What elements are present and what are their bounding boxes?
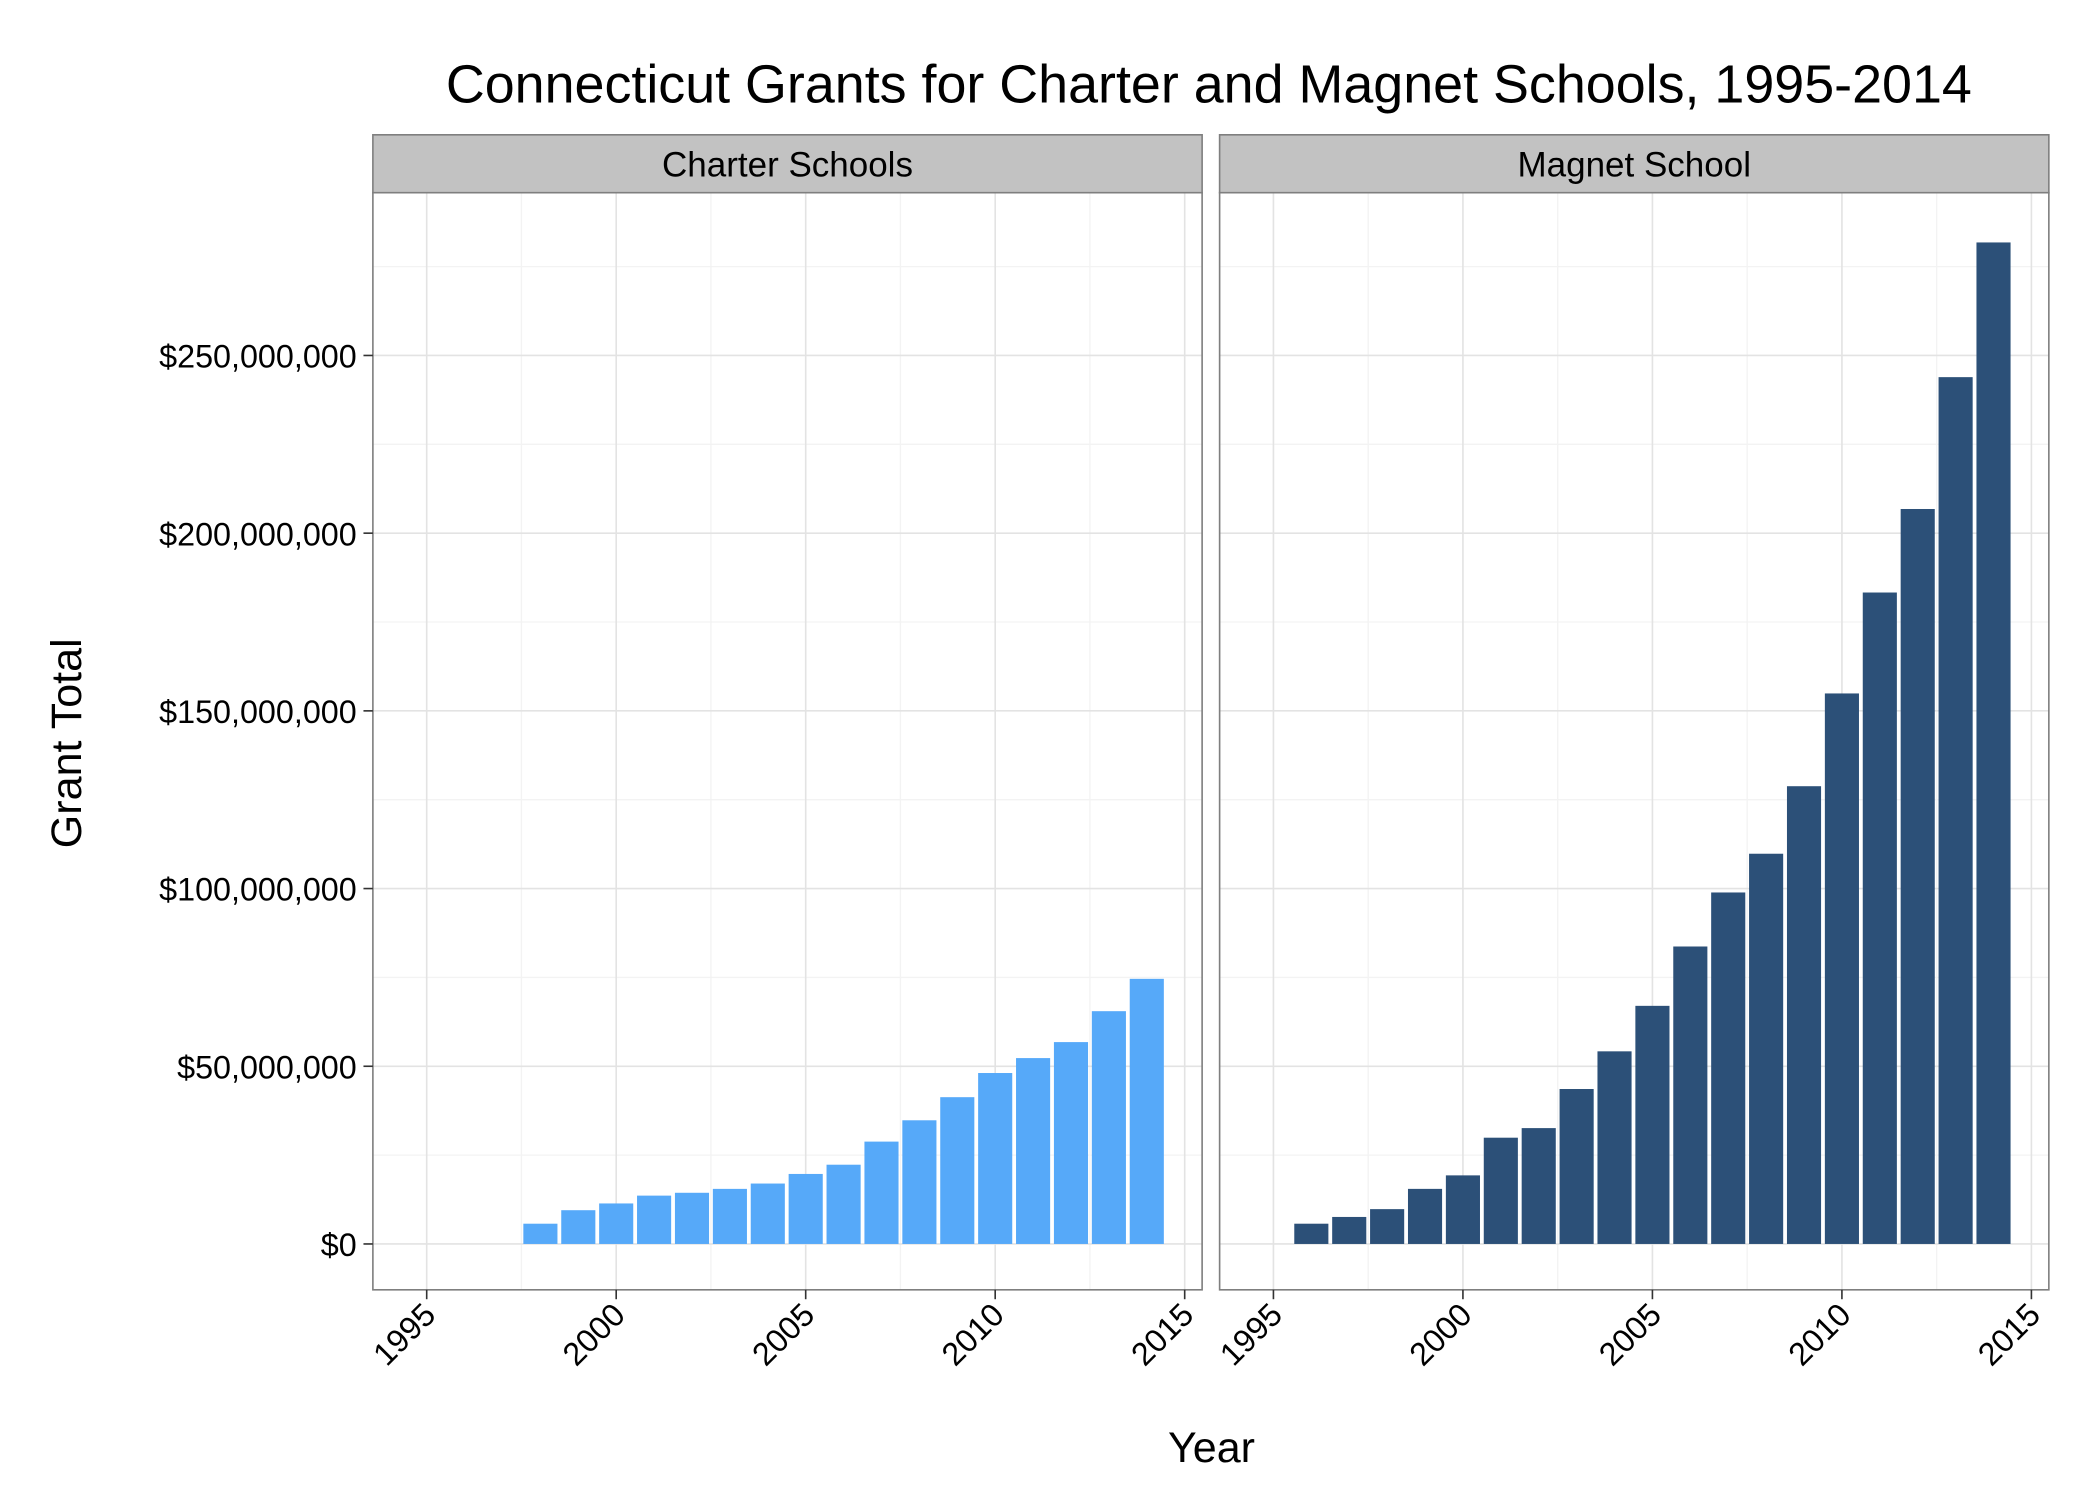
bar xyxy=(1597,1051,1632,1244)
strip xyxy=(372,133,1203,194)
x-tick-label: 2000 xyxy=(556,1296,632,1372)
x-tick-label: 2000 xyxy=(1402,1296,1478,1372)
y-tick-label: $100,000,000 xyxy=(159,872,357,908)
bar xyxy=(712,1188,747,1244)
bar xyxy=(1673,946,1708,1244)
x-tick-label: 2005 xyxy=(745,1296,821,1372)
x-tick-label: 2010 xyxy=(935,1296,1011,1372)
bar xyxy=(1635,1005,1670,1244)
strip-label: Magnet School xyxy=(1517,146,1750,185)
bar xyxy=(599,1203,634,1244)
bar xyxy=(940,1097,975,1244)
bar xyxy=(1332,1216,1367,1244)
y-tick-label: $200,000,000 xyxy=(159,516,357,552)
bar xyxy=(561,1210,596,1244)
bar xyxy=(1862,592,1897,1244)
bar xyxy=(523,1223,558,1244)
y-tick-label: $150,000,000 xyxy=(159,694,357,730)
bar xyxy=(1824,693,1859,1244)
bar xyxy=(1370,1209,1405,1244)
bar xyxy=(1091,1011,1126,1244)
y-axis-label: Grant Total xyxy=(43,638,91,848)
x-tick-label: 2015 xyxy=(1124,1296,1200,1372)
bar xyxy=(1749,853,1784,1244)
bar xyxy=(978,1073,1013,1244)
strip-label: Charter Schools xyxy=(662,146,913,185)
bar xyxy=(1445,1175,1480,1244)
bar xyxy=(788,1173,823,1244)
x-tick-label: 2015 xyxy=(1971,1296,2047,1372)
chart-title: Connecticut Grants for Charter and Magne… xyxy=(446,55,1972,115)
bar xyxy=(1294,1223,1329,1244)
bar xyxy=(1711,892,1746,1244)
bar xyxy=(864,1141,899,1244)
bar xyxy=(1521,1128,1556,1244)
strip xyxy=(1218,133,2050,194)
x-tick-label: 1995 xyxy=(366,1296,442,1372)
y-tick-label: $50,000,000 xyxy=(177,1049,357,1085)
bar xyxy=(1976,242,2011,1244)
x-tick-label: 1995 xyxy=(1213,1296,1289,1372)
bar xyxy=(1938,377,1973,1244)
bar xyxy=(637,1195,672,1244)
bar xyxy=(1016,1058,1051,1244)
bar xyxy=(1407,1188,1443,1244)
bar xyxy=(750,1183,785,1244)
x-axis-label: Year xyxy=(1168,1424,1255,1472)
bar xyxy=(1129,978,1164,1244)
bar xyxy=(1559,1089,1594,1244)
y-tick-label: $250,000,000 xyxy=(159,339,357,375)
bar xyxy=(1900,508,1935,1244)
bar xyxy=(1786,786,1822,1244)
bar xyxy=(674,1192,710,1244)
bar xyxy=(826,1164,861,1244)
x-tick-label: 2005 xyxy=(1592,1296,1668,1372)
bar xyxy=(1053,1042,1089,1244)
x-tick-label: 2010 xyxy=(1781,1296,1857,1372)
bar xyxy=(1483,1137,1518,1244)
bar xyxy=(902,1120,937,1244)
y-tick-label: $0 xyxy=(321,1227,357,1263)
